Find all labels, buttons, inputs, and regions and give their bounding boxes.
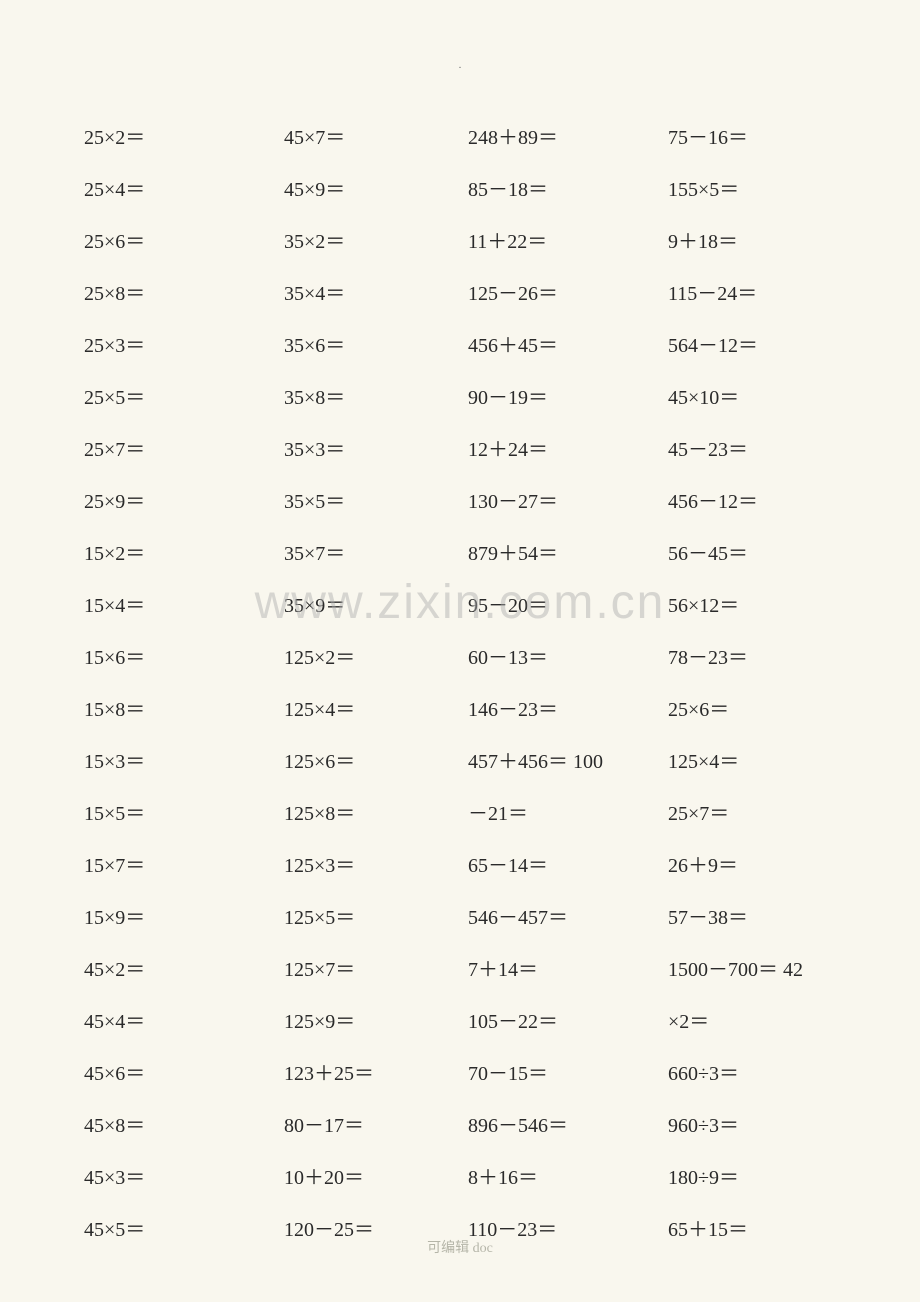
math-cell: 12＋24＝	[460, 424, 650, 476]
math-cell: 26＋9＝	[650, 840, 840, 892]
math-cell: 25×6＝	[650, 684, 840, 736]
top-marker: .	[459, 60, 462, 71]
math-cell: 105－22＝	[460, 996, 650, 1048]
math-cell: 35×8＝	[270, 372, 460, 424]
math-cell: 15×6＝	[80, 632, 270, 684]
math-cell: 9＋18＝	[650, 216, 840, 268]
math-cell: 155×5＝	[650, 164, 840, 216]
math-cell: 65－14＝	[460, 840, 650, 892]
math-cell: 125×6＝	[270, 736, 460, 788]
math-cell: 45－23＝	[650, 424, 840, 476]
math-cell: 45×3＝	[80, 1152, 270, 1204]
math-cell: 660÷3＝	[650, 1048, 840, 1100]
math-cell: 546－457＝	[460, 892, 650, 944]
math-cell: 25×7＝	[80, 424, 270, 476]
math-cell: 85－18＝	[460, 164, 650, 216]
math-cell: 15×7＝	[80, 840, 270, 892]
math-cell: 879＋54＝	[460, 528, 650, 580]
math-cell: 65＋15＝	[650, 1204, 840, 1256]
math-cell: ×2＝	[650, 996, 840, 1048]
page-container: . 25×2＝ 45×7＝ 248＋89＝ 75－16＝ 25×4＝ 45×9＝…	[0, 0, 920, 1302]
math-grid: 25×2＝ 45×7＝ 248＋89＝ 75－16＝ 25×4＝ 45×9＝ 8…	[80, 112, 840, 1256]
math-cell: 7＋14＝	[460, 944, 650, 996]
math-cell: 35×7＝	[270, 528, 460, 580]
math-cell: 125×3＝	[270, 840, 460, 892]
math-cell: 25×5＝	[80, 372, 270, 424]
math-cell: 125×4＝	[650, 736, 840, 788]
math-cell: 80－17＝	[270, 1100, 460, 1152]
math-cell: 896－546＝	[460, 1100, 650, 1152]
math-cell: 15×5＝	[80, 788, 270, 840]
math-cell: 456－12＝	[650, 476, 840, 528]
math-cell: 75－16＝	[650, 112, 840, 164]
math-cell: 456＋45＝	[460, 320, 650, 372]
math-cell: 248＋89＝	[460, 112, 650, 164]
math-cell: 35×2＝	[270, 216, 460, 268]
math-cell: 125×8＝	[270, 788, 460, 840]
math-cell: 25×8＝	[80, 268, 270, 320]
math-cell: 45×9＝	[270, 164, 460, 216]
math-cell: 78－23＝	[650, 632, 840, 684]
math-cell: 125×4＝	[270, 684, 460, 736]
math-cell: 8＋16＝	[460, 1152, 650, 1204]
math-cell: 45×6＝	[80, 1048, 270, 1100]
math-cell: 146－23＝	[460, 684, 650, 736]
math-cell: 25×4＝	[80, 164, 270, 216]
math-cell: 35×6＝	[270, 320, 460, 372]
math-cell: 57－38＝	[650, 892, 840, 944]
math-cell: 1500－700＝ 42	[650, 944, 840, 996]
math-cell: 90－19＝	[460, 372, 650, 424]
math-cell: 25×6＝	[80, 216, 270, 268]
math-cell: 130－27＝	[460, 476, 650, 528]
math-cell: 115－24＝	[650, 268, 840, 320]
math-cell: －21＝	[460, 788, 650, 840]
math-cell: 125－26＝	[460, 268, 650, 320]
math-cell: 15×8＝	[80, 684, 270, 736]
math-cell: 25×2＝	[80, 112, 270, 164]
math-cell: 125×7＝	[270, 944, 460, 996]
math-cell: 123＋25＝	[270, 1048, 460, 1100]
math-cell: 25×7＝	[650, 788, 840, 840]
math-cell: 60－13＝	[460, 632, 650, 684]
math-cell: 45×10＝	[650, 372, 840, 424]
math-cell: 15×9＝	[80, 892, 270, 944]
math-cell: 15×4＝	[80, 580, 270, 632]
math-cell: 125×5＝	[270, 892, 460, 944]
math-cell: 10＋20＝	[270, 1152, 460, 1204]
math-cell: 564－12＝	[650, 320, 840, 372]
math-cell: 35×4＝	[270, 268, 460, 320]
math-cell: 125×9＝	[270, 996, 460, 1048]
math-cell: 45×8＝	[80, 1100, 270, 1152]
math-cell: 45×2＝	[80, 944, 270, 996]
math-cell: 35×9＝	[270, 580, 460, 632]
math-cell: 25×9＝	[80, 476, 270, 528]
math-cell: 11＋22＝	[460, 216, 650, 268]
math-cell: 56×12＝	[650, 580, 840, 632]
math-cell: 70－15＝	[460, 1048, 650, 1100]
math-cell: 56－45＝	[650, 528, 840, 580]
math-cell: 45×5＝	[80, 1204, 270, 1256]
math-cell: 45×4＝	[80, 996, 270, 1048]
math-cell: 95－20＝	[460, 580, 650, 632]
math-cell: 25×3＝	[80, 320, 270, 372]
math-cell: 35×5＝	[270, 476, 460, 528]
math-cell: 180÷9＝	[650, 1152, 840, 1204]
math-cell: 15×3＝	[80, 736, 270, 788]
math-cell: 457＋456＝ 100	[460, 736, 650, 788]
math-cell: 960÷3＝	[650, 1100, 840, 1152]
math-cell: 35×3＝	[270, 424, 460, 476]
footer-text: 可编辑 doc	[427, 1237, 493, 1257]
math-cell: 45×7＝	[270, 112, 460, 164]
math-cell: 125×2＝	[270, 632, 460, 684]
math-cell: 15×2＝	[80, 528, 270, 580]
